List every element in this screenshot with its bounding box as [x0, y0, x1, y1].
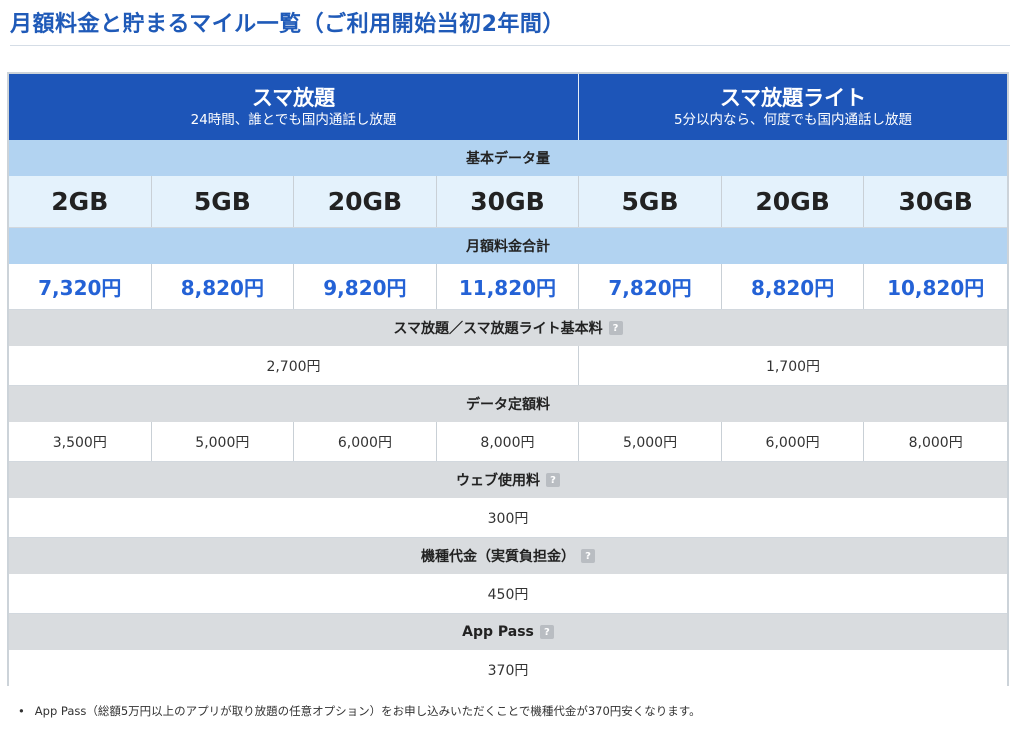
section-basic-fee: スマ放題／スマ放題ライト基本料 ? [9, 310, 1007, 346]
footnote-text: App Pass（総額5万円以上のアプリが取り放題の任意オプション）をお申し込み… [34, 704, 701, 718]
data-amount-row: 2GB 5GB 20GB 30GB 5GB 20GB 30GB [9, 176, 1007, 228]
section-data-amount: 基本データ量 [9, 140, 1007, 176]
web-fee-row: 300円 [9, 498, 1007, 538]
section-label: 基本データ量 [466, 151, 550, 167]
plan-name: スマ放題 [251, 86, 336, 110]
section-label-text: ウェブ使用料 [456, 473, 540, 489]
data-fee-cell: 6,000円 [722, 422, 865, 461]
data-fee-cell: 5,000円 [152, 422, 295, 461]
web-fee-cell: 300円 [487, 510, 529, 527]
data-fee-cell: 6,000円 [294, 422, 437, 461]
section-app-pass: App Pass ? [9, 614, 1007, 650]
data-fee-cell: 5,000円 [579, 422, 722, 461]
section-label: 月額料金合計 [466, 239, 550, 255]
basic-fee-cell: 1,700円 [765, 358, 821, 375]
section-label: App Pass ? [9, 614, 1007, 650]
section-data-fee: データ定額料 [9, 386, 1007, 422]
plan-header-sumahoudai: スマ放題 24時間、誰とでも国内通話し放題 [9, 74, 579, 140]
monthly-total-cell: 8,820円 [152, 264, 295, 309]
plan-description: 5分以内なら、何度でも国内通話し放題 [673, 112, 913, 128]
section-label-text: 機種代金（実質負担金） [421, 549, 575, 565]
footnote-list: • App Pass（総額5万円以上のアプリが取り放題の任意オプション）をお申し込… [18, 703, 701, 719]
monthly-total-row: 7,320円 8,820円 9,820円 11,820円 7,820円 8,82… [9, 264, 1007, 310]
device-fee-row: 450円 [9, 574, 1007, 614]
data-fee-row: 3,500円 5,000円 6,000円 8,000円 5,000円 6,000… [9, 422, 1007, 462]
monthly-total-cell: 10,820円 [887, 276, 985, 300]
data-fee-cell: 8,000円 [437, 422, 580, 461]
page-title: 月額料金と貯まるマイル一覧（ご利用開始当初2年間） [10, 12, 565, 37]
plan-header-sumahoudai-light: スマ放題ライト 5分以内なら、何度でも国内通話し放題 [579, 74, 1007, 140]
help-icon[interactable]: ? [539, 625, 554, 639]
basic-fee-cell: 2,700円 [9, 346, 579, 385]
help-icon[interactable]: ? [546, 473, 560, 487]
section-label: スマ放題／スマ放題ライト基本料 ? [9, 310, 1007, 346]
section-label-text: App Pass [462, 624, 534, 640]
plan-header-row: スマ放題 24時間、誰とでも国内通話し放題 スマ放題ライト 5分以内なら、何度で… [9, 74, 1007, 140]
plan-name: スマ放題ライト [719, 86, 867, 110]
data-amount-cell: 30GB [437, 176, 580, 227]
data-amount-cell: 20GB [294, 176, 437, 227]
app-pass-cell: 370円 [487, 663, 529, 679]
help-icon[interactable]: ? [581, 549, 595, 563]
device-fee-cell: 450円 [487, 586, 529, 603]
plan-description: 24時間、誰とでも国内通話し放題 [190, 112, 397, 128]
data-amount-cell: 5GB [152, 176, 295, 227]
basic-fee-row: 2,700円 1,700円 [9, 346, 1007, 386]
monthly-total-cell: 7,820円 [579, 264, 722, 309]
title-divider [10, 45, 1010, 46]
data-fee-cell: 8,000円 [908, 434, 963, 451]
data-fee-cell: 3,500円 [9, 422, 152, 461]
data-amount-cell: 30GB [898, 187, 973, 216]
bullet-icon: • [18, 704, 25, 718]
pricing-table: スマ放題 24時間、誰とでも国内通話し放題 スマ放題ライト 5分以内なら、何度で… [7, 72, 1009, 690]
section-label: ウェブ使用料 ? [9, 462, 1007, 498]
monthly-total-cell: 8,820円 [722, 264, 865, 309]
app-pass-row: 370円 [9, 650, 1007, 690]
section-label: データ定額料 [466, 397, 550, 413]
section-device-fee: 機種代金（実質負担金） ? [9, 538, 1007, 574]
section-label: 機種代金（実質負担金） ? [9, 538, 1007, 574]
monthly-total-cell: 9,820円 [294, 264, 437, 309]
monthly-total-cell: 11,820円 [437, 264, 580, 309]
help-icon[interactable]: ? [608, 321, 623, 335]
section-monthly-total: 月額料金合計 [9, 228, 1007, 264]
section-label-text: スマ放題／スマ放題ライト基本料 [393, 321, 603, 337]
footnote-item: • App Pass（総額5万円以上のアプリが取り放題の任意オプション）をお申し込… [18, 703, 701, 719]
data-amount-cell: 2GB [9, 176, 152, 227]
data-amount-cell: 20GB [722, 176, 865, 227]
monthly-total-cell: 7,320円 [9, 264, 152, 309]
section-web-fee: ウェブ使用料 ? [9, 462, 1007, 498]
data-amount-cell: 5GB [579, 176, 722, 227]
